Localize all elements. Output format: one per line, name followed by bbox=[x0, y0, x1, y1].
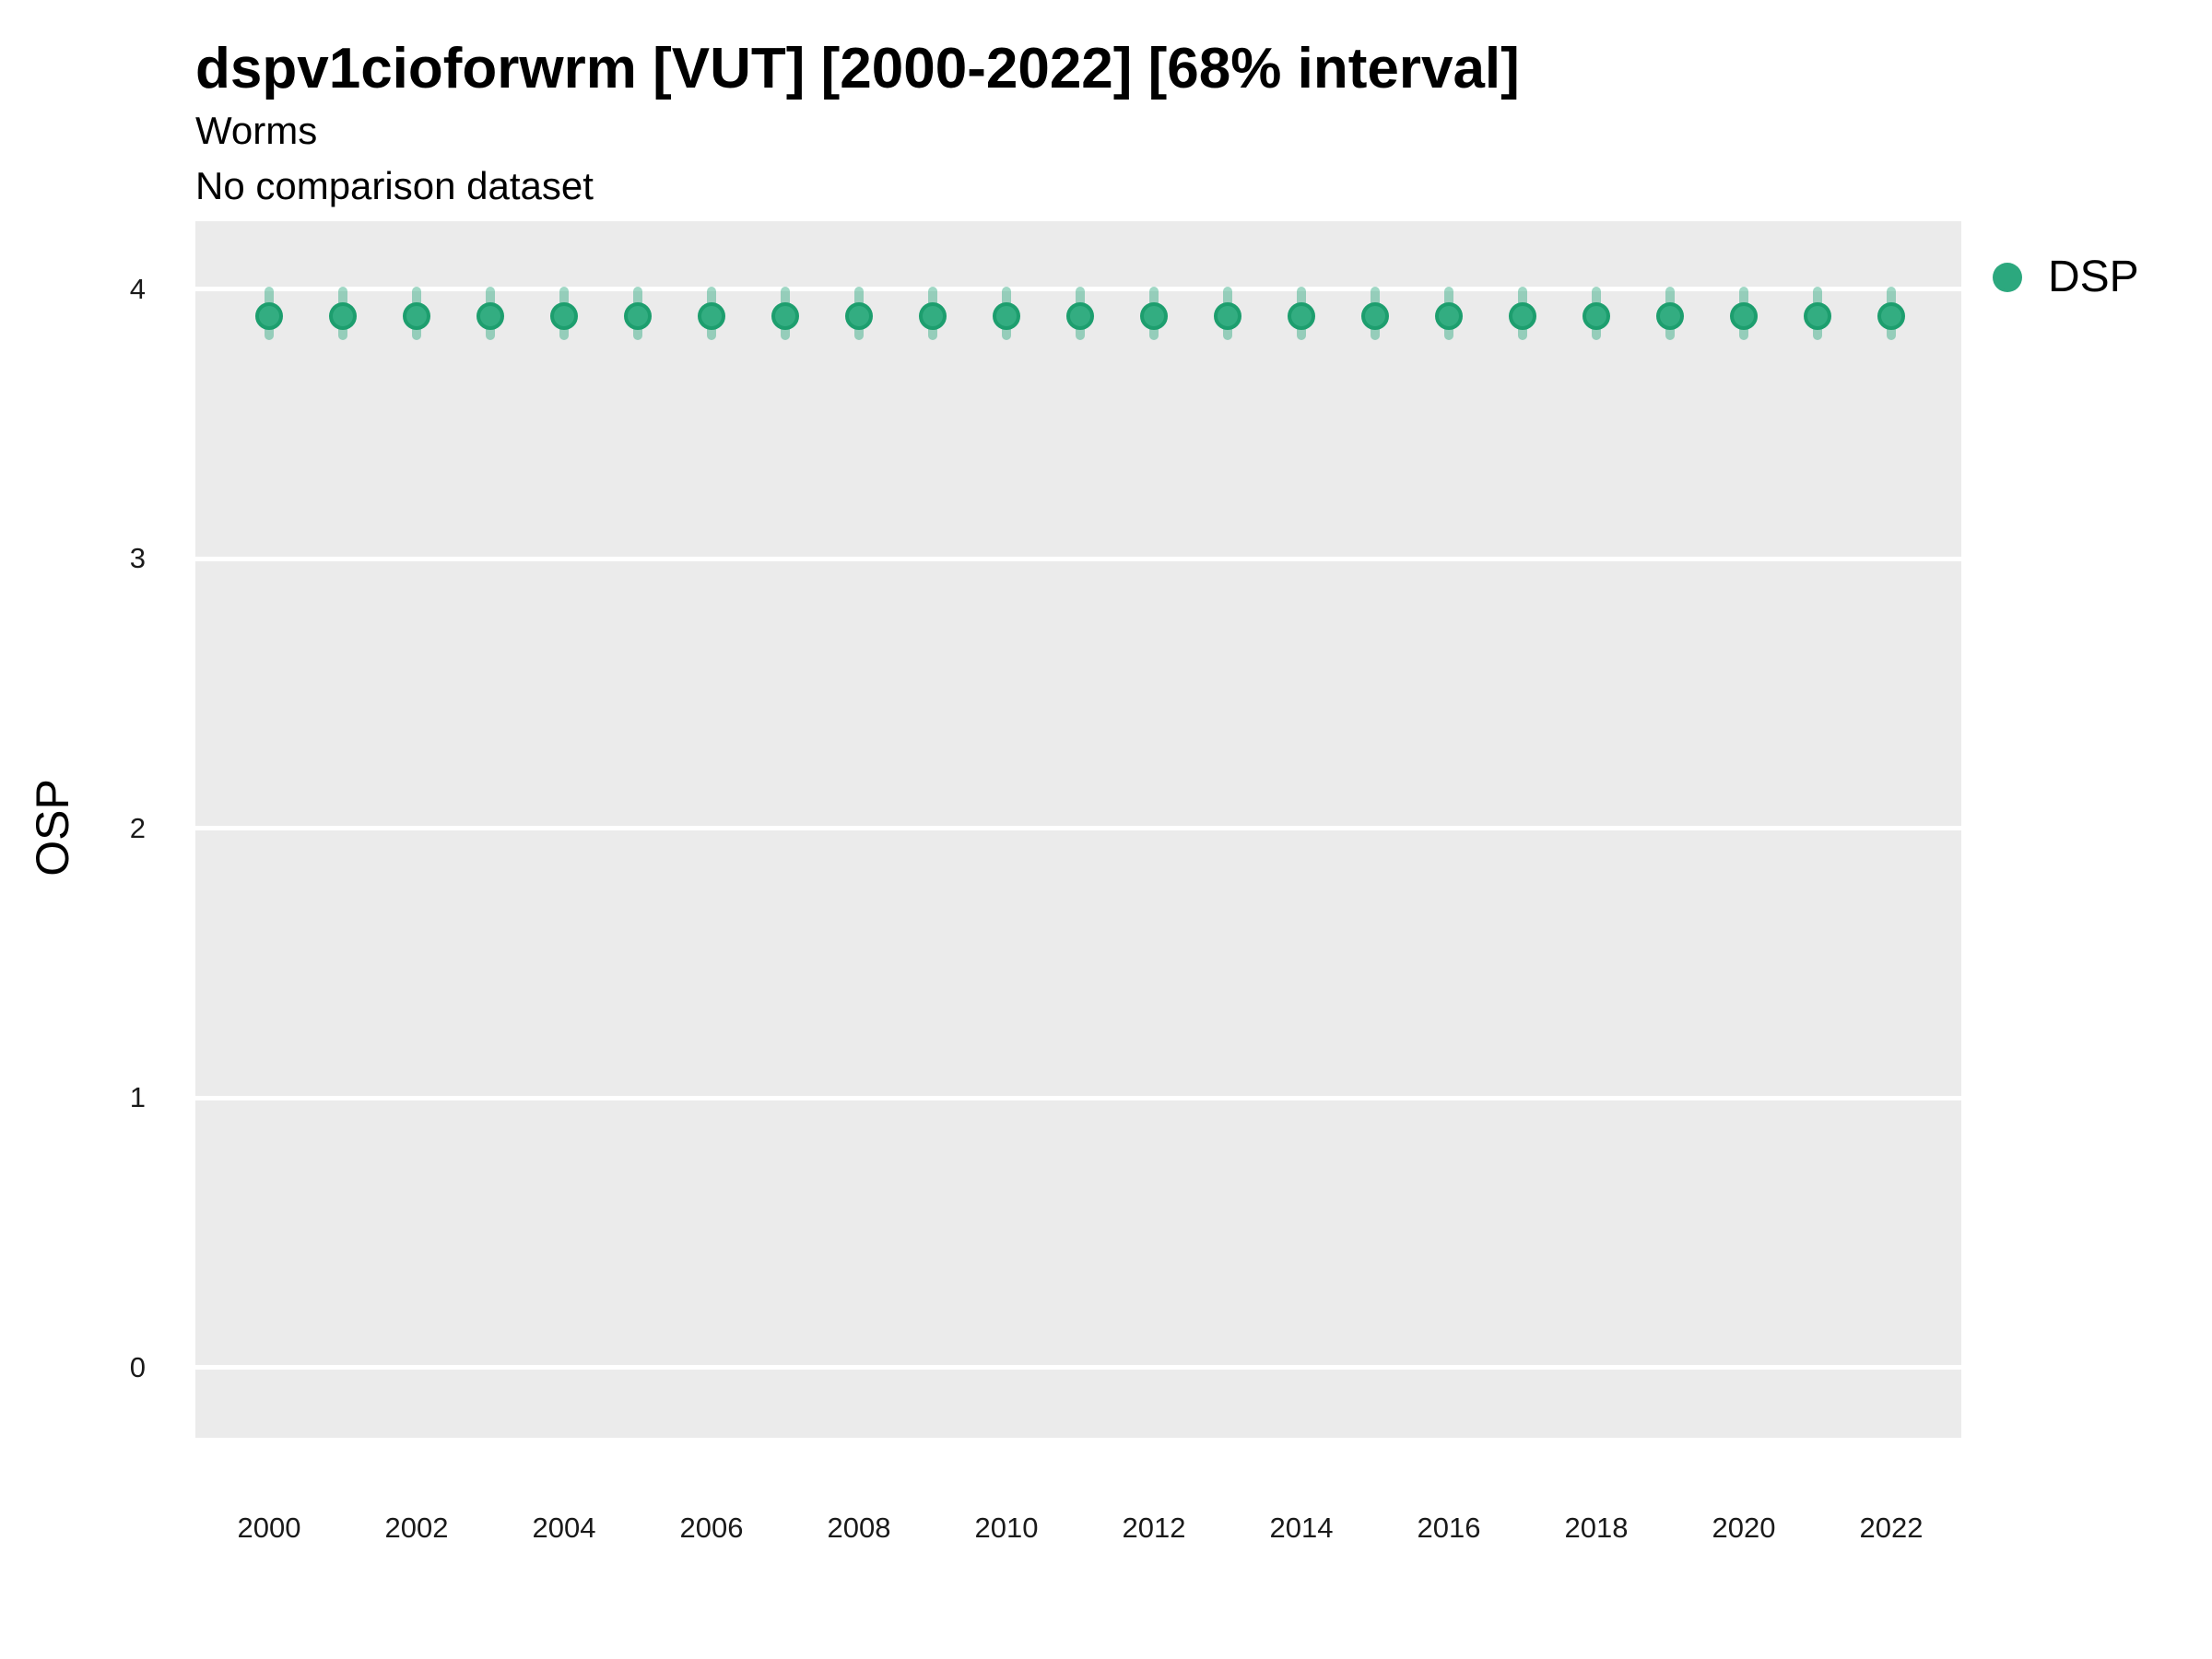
data-point bbox=[1435, 301, 1463, 330]
y-axis-title: OSP bbox=[27, 779, 78, 877]
data-point bbox=[1214, 301, 1241, 330]
data-point bbox=[1656, 301, 1684, 330]
data-point bbox=[771, 301, 799, 330]
data-point bbox=[477, 301, 504, 330]
chart-subtitle: Worms bbox=[195, 109, 318, 152]
legend: DSP bbox=[1993, 250, 2139, 305]
data-point bbox=[1066, 301, 1094, 330]
data-point bbox=[1583, 301, 1610, 330]
data-point bbox=[550, 301, 578, 330]
x-tick-label: 2010 bbox=[974, 1512, 1039, 1544]
y-tick-label: 1 bbox=[129, 1081, 146, 1113]
x-tick-label: 2020 bbox=[1712, 1512, 1776, 1544]
x-tick-label: 2014 bbox=[1269, 1512, 1334, 1544]
data-point bbox=[329, 301, 357, 330]
data-point bbox=[1288, 301, 1315, 330]
x-tick-label: 2002 bbox=[384, 1512, 449, 1544]
data-point bbox=[993, 301, 1020, 330]
gridline-y-4 bbox=[195, 287, 1961, 291]
data-point bbox=[1509, 301, 1536, 330]
plot-panel bbox=[195, 221, 1961, 1438]
data-point bbox=[1140, 301, 1168, 330]
x-tick-label: 2000 bbox=[237, 1512, 301, 1544]
data-point bbox=[1361, 301, 1389, 330]
gridline-y-2 bbox=[195, 826, 1961, 830]
data-point bbox=[624, 301, 652, 330]
gridline-y-3 bbox=[195, 556, 1961, 561]
comparison-note: No comparison dataset bbox=[195, 164, 594, 207]
data-point bbox=[403, 301, 430, 330]
data-point bbox=[919, 301, 947, 330]
gridline-y-0 bbox=[195, 1365, 1961, 1370]
x-tick-label: 2012 bbox=[1122, 1512, 1186, 1544]
legend-label: DSP bbox=[2048, 253, 2139, 301]
data-point bbox=[255, 301, 283, 330]
data-point bbox=[1730, 301, 1758, 330]
x-tick-label: 2006 bbox=[679, 1512, 744, 1544]
data-point bbox=[698, 301, 725, 330]
x-tick-label: 2008 bbox=[827, 1512, 891, 1544]
y-tick-label: 4 bbox=[129, 272, 146, 305]
x-tick-label: 2004 bbox=[532, 1512, 596, 1544]
x-tick-label: 2016 bbox=[1417, 1512, 1481, 1544]
x-tick-label: 2018 bbox=[1564, 1512, 1629, 1544]
chart-title: dspv1cioforwrm [VUT] [2000-2022] [68% in… bbox=[195, 37, 1520, 100]
data-point bbox=[1804, 301, 1831, 330]
gridline-y-1 bbox=[195, 1095, 1961, 1100]
data-point bbox=[1877, 301, 1905, 330]
y-tick-label: 2 bbox=[129, 811, 146, 844]
data-point bbox=[845, 301, 873, 330]
y-tick-label: 3 bbox=[129, 542, 146, 574]
x-tick-label: 2022 bbox=[1859, 1512, 1924, 1544]
legend-marker-circle-icon bbox=[1993, 263, 2022, 292]
y-tick-label: 0 bbox=[129, 1350, 146, 1383]
